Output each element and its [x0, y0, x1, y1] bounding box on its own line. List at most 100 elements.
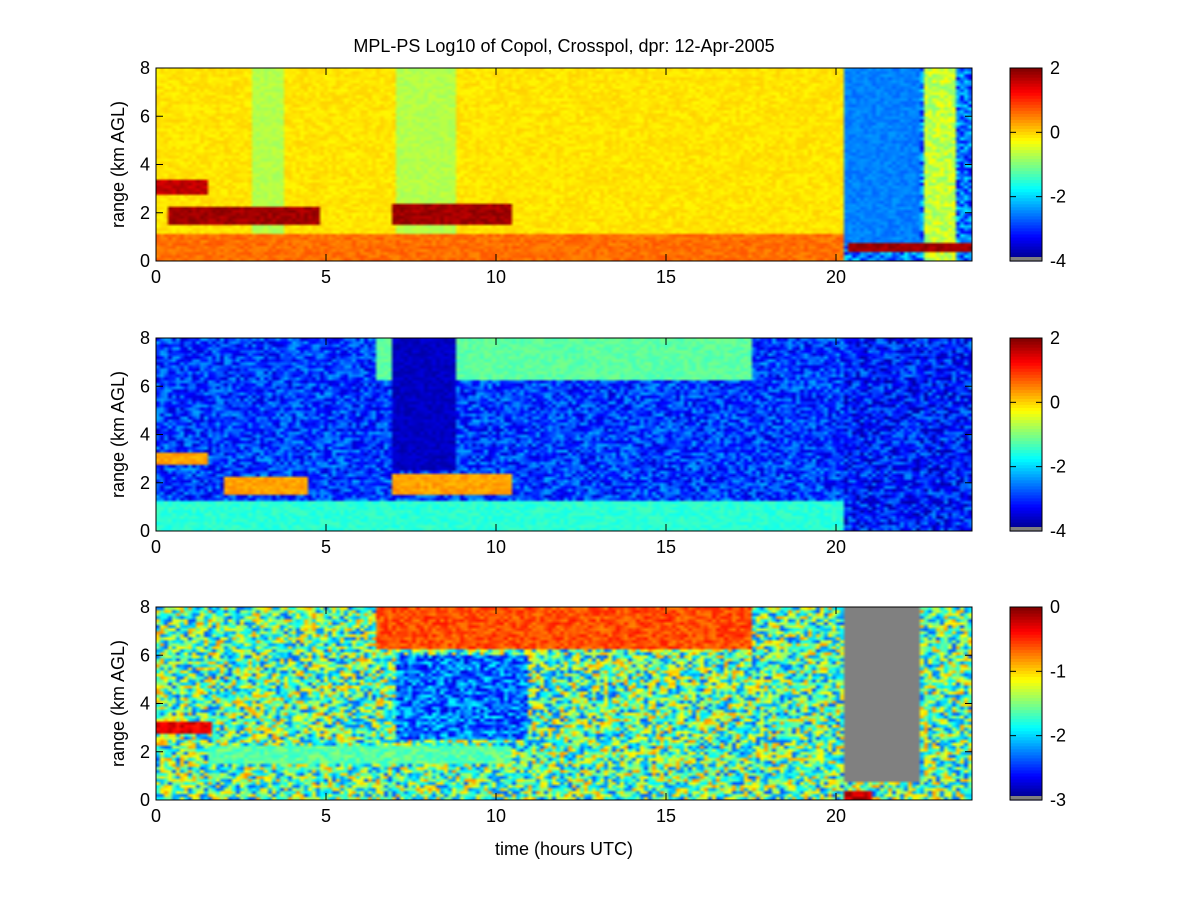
colorbar-swatch [1010, 137, 1042, 141]
colorbar-swatch [1010, 191, 1042, 196]
x-tick-label: 10 [486, 267, 506, 287]
colorbar-tick-label: -1 [1050, 661, 1066, 681]
colorbar-swatch [1010, 359, 1042, 363]
colorbar-swatch [1010, 449, 1042, 454]
colorbar-swatch [1010, 664, 1042, 668]
colorbar-swatch [1010, 479, 1042, 484]
colorbar-swatch [1010, 748, 1042, 753]
colorbar-swatch [1010, 218, 1042, 223]
colorbar-swatch [1010, 155, 1042, 160]
colorbar-swatch [1010, 248, 1042, 253]
colorbar-swatch [1010, 646, 1042, 650]
colorbar-swatch [1010, 682, 1042, 687]
colorbar-tick-label: -2 [1050, 457, 1066, 477]
colorbar-swatch [1010, 164, 1042, 169]
colorbar-swatch [1010, 173, 1042, 178]
colorbar-swatch [1010, 89, 1042, 93]
colorbar-swatch [1010, 521, 1042, 526]
colorbar-swatch [1010, 224, 1042, 229]
x-tick-label: 5 [321, 537, 331, 557]
colorbar-swatch [1010, 787, 1042, 792]
colorbar-swatch [1010, 631, 1042, 635]
colorbar-swatch [1010, 470, 1042, 475]
colorbar-swatch [1010, 733, 1042, 738]
colorbar-tick-label: -3 [1050, 790, 1066, 810]
colorbar-swatch [1010, 227, 1042, 232]
colorbar-swatch [1010, 688, 1042, 693]
y-tick-label: 6 [140, 376, 150, 396]
colorbar-swatch [1010, 215, 1042, 220]
y-tick-label: 8 [140, 328, 150, 348]
colorbar-swatch [1010, 212, 1042, 217]
colorbar-swatch [1010, 398, 1042, 402]
x-axis-label: time (hours UTC) [495, 839, 633, 859]
colorbar-swatch [1010, 679, 1042, 683]
colorbar-swatch [1010, 407, 1042, 411]
colorbar-swatch [1010, 610, 1042, 614]
colorbar-swatch [1010, 515, 1042, 520]
colorbar-swatch [1010, 670, 1042, 674]
colorbar-swatch [1010, 775, 1042, 780]
colorbar-swatch [1010, 140, 1042, 144]
colorbar-swatch [1010, 443, 1042, 448]
panel-dpr: 0 5 10 15 20 0 2 4 6 8 range (km AGL) -3 -2 -1 0 [108, 597, 1066, 826]
colorbar-swatch [1010, 356, 1042, 360]
colorbar-swatch [1010, 71, 1042, 75]
y-tick-label: 2 [140, 203, 150, 223]
colorbar-swatch [1010, 221, 1042, 226]
x-tick-label: 0 [151, 537, 161, 557]
colorbar-swatch [1010, 676, 1042, 680]
colorbar-swatch [1010, 206, 1042, 211]
colorbar-swatch [1010, 113, 1042, 117]
colorbar-tick-label: 2 [1050, 58, 1060, 78]
y-tick-label: 6 [140, 645, 150, 665]
colorbar-swatch [1010, 182, 1042, 187]
colorbar-swatch [1010, 107, 1042, 111]
colorbar-swatch [1010, 371, 1042, 375]
colorbar-swatch [1010, 77, 1042, 81]
colorbar-swatch [1010, 158, 1042, 163]
colorbar-tick-label: -2 [1050, 726, 1066, 746]
colorbar-nodata-swatch [1010, 527, 1042, 531]
y-tick-label: 8 [140, 58, 150, 78]
colorbar-swatch [1010, 86, 1042, 90]
y-tick-label: 4 [140, 694, 150, 714]
colorbar-swatch [1010, 404, 1042, 408]
colorbar-swatch [1010, 458, 1042, 463]
colorbar-swatch [1010, 730, 1042, 735]
colorbar-swatch [1010, 116, 1042, 120]
colorbar-swatch [1010, 467, 1042, 472]
colorbar-swatch [1010, 401, 1042, 405]
colorbar-swatch [1010, 625, 1042, 629]
panel-copol: 0 5 10 15 20 0 2 4 6 8 range (km AGL) -4 -2 0 2 [108, 58, 1066, 287]
colorbar-swatch [1010, 482, 1042, 487]
colorbar-swatch [1010, 491, 1042, 496]
heatmap-crosspol [156, 338, 972, 531]
colorbar-swatch [1010, 452, 1042, 457]
colorbar-swatch [1010, 134, 1042, 138]
colorbar-swatch [1010, 110, 1042, 114]
colorbar-swatch [1010, 706, 1042, 711]
colorbar-swatch [1010, 712, 1042, 717]
y-tick-label: 0 [140, 251, 150, 271]
colorbar-swatch [1010, 754, 1042, 759]
colorbar-swatch [1010, 781, 1042, 786]
y-axis-label: range (km AGL) [108, 640, 128, 767]
colorbar-swatch [1010, 413, 1042, 418]
colorbar-nodata-swatch [1010, 796, 1042, 800]
colorbar-swatch [1010, 464, 1042, 469]
colorbar-swatch [1010, 760, 1042, 765]
colorbar-swatch [1010, 428, 1042, 433]
colorbar-tick-label: -2 [1050, 187, 1066, 207]
colorbar-swatch [1010, 176, 1042, 181]
colorbar-swatch [1010, 622, 1042, 626]
colorbar-swatch [1010, 185, 1042, 190]
y-axis-label: range (km AGL) [108, 101, 128, 228]
colorbar-swatch [1010, 200, 1042, 205]
colorbar-swatch [1010, 703, 1042, 708]
colorbar-swatch [1010, 640, 1042, 644]
colorbar-swatch [1010, 383, 1042, 387]
colorbar-swatch [1010, 101, 1042, 105]
colorbar-swatch [1010, 350, 1042, 354]
